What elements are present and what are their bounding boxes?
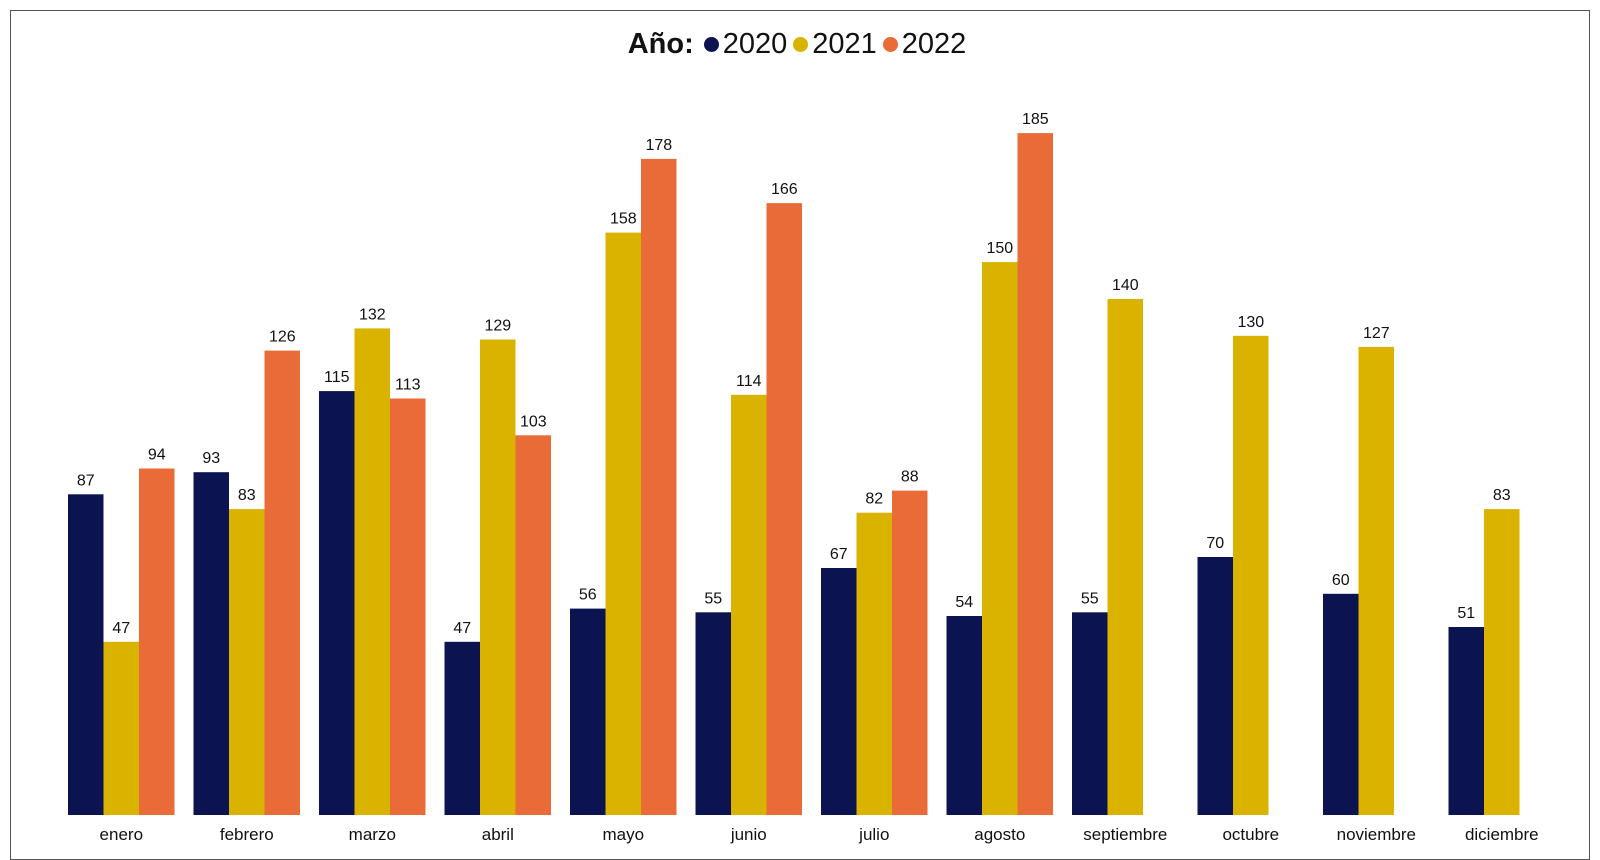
data-label-julio-2021: 82 [865, 491, 883, 508]
data-label-febrero-2021: 83 [238, 487, 256, 504]
data-label-mayo-2020: 56 [579, 587, 597, 604]
bar-septiembre-2021 [1107, 299, 1143, 815]
data-label-mayo-2021: 158 [610, 211, 637, 228]
legend-label-2022: 2022 [901, 27, 967, 60]
data-label-septiembre-2021: 140 [1112, 277, 1139, 294]
x-tick-label-julio: julio [858, 825, 889, 844]
data-label-septiembre-2020: 55 [1081, 590, 1099, 607]
bar-abril-2022 [515, 435, 551, 815]
data-label-diciembre-2021: 83 [1493, 487, 1511, 504]
x-tick-label-marzo: marzo [349, 825, 396, 844]
bar-junio-2022 [766, 203, 802, 816]
bar-agosto-2020 [946, 616, 982, 815]
bar-mayo-2020 [570, 608, 606, 815]
data-label-marzo-2022: 113 [395, 377, 421, 394]
bar-febrero-2021 [229, 509, 265, 815]
bar-mayo-2022 [641, 158, 677, 815]
x-tick-label-diciembre: diciembre [1465, 825, 1539, 844]
x-tick-label-febrero: febrero [220, 825, 274, 844]
data-label-octubre-2020: 70 [1206, 535, 1224, 552]
bar-agosto-2022 [1017, 133, 1053, 816]
x-tick-label-abril: abril [482, 825, 514, 844]
bar-marzo-2020 [319, 391, 355, 815]
data-label-febrero-2022: 126 [269, 329, 296, 346]
data-label-agosto-2020: 54 [955, 594, 973, 611]
bar-noviembre-2021 [1358, 346, 1394, 815]
data-label-noviembre-2021: 127 [1363, 325, 1390, 342]
x-tick-label-octubre: octubre [1222, 825, 1279, 844]
legend-label-2020: 2020 [722, 27, 788, 60]
data-label-enero-2020: 87 [77, 472, 95, 489]
bar-julio-2021 [856, 512, 892, 815]
bar-julio-2020 [821, 568, 857, 815]
bar-diciembre-2020 [1448, 627, 1484, 815]
data-label-enero-2022: 94 [148, 447, 166, 464]
bar-noviembre-2020 [1323, 593, 1359, 815]
bar-septiembre-2020 [1072, 612, 1108, 815]
x-tick-label-junio: junio [730, 825, 767, 844]
bar-enero-2022 [139, 468, 175, 815]
legend-item-2021: 2021 [793, 28, 877, 61]
legend: Año: 2020 2021 2022 [0, 24, 1600, 64]
bar-junio-2020 [695, 612, 731, 815]
bar-abril-2021 [480, 339, 516, 815]
legend-item-2022: 2022 [882, 27, 967, 61]
bar-junio-2021 [731, 394, 767, 815]
legend-item-2020: 2020 [703, 27, 788, 61]
bar-febrero-2020 [193, 472, 229, 815]
data-label-noviembre-2020: 60 [1332, 572, 1350, 589]
data-label-mayo-2022: 178 [645, 137, 672, 154]
data-label-marzo-2020: 115 [324, 369, 350, 386]
data-label-junio-2020: 55 [704, 590, 722, 607]
bar-marzo-2022 [390, 398, 426, 815]
bar-octubre-2020 [1197, 557, 1233, 815]
legend-marker-2021 [793, 36, 809, 52]
bar-marzo-2021 [354, 328, 390, 815]
data-label-agosto-2021: 150 [986, 240, 1013, 257]
data-label-abril-2021: 129 [484, 318, 511, 335]
legend-label-2021: 2021 [812, 27, 877, 60]
x-tick-label-enero: enero [100, 825, 143, 844]
data-label-abril-2020: 47 [453, 620, 471, 637]
legend-title: Año: [627, 27, 694, 60]
legend-marker-2020 [703, 36, 719, 52]
data-label-marzo-2021: 132 [359, 306, 386, 323]
data-label-abril-2022: 103 [520, 413, 547, 430]
data-label-agosto-2022: 185 [1022, 111, 1049, 128]
x-tick-label-mayo: mayo [603, 825, 645, 844]
data-label-junio-2022: 166 [771, 181, 798, 198]
legend-marker-2022 [882, 36, 898, 52]
data-label-enero-2021: 47 [112, 620, 130, 637]
bar-mayo-2021 [605, 232, 641, 816]
data-label-julio-2020: 67 [830, 546, 848, 563]
bar-octubre-2021 [1233, 335, 1269, 815]
data-label-febrero-2020: 93 [202, 450, 220, 467]
data-label-octubre-2021: 130 [1237, 314, 1264, 331]
bar-abril-2020 [444, 641, 480, 815]
data-label-junio-2021: 114 [736, 373, 762, 390]
data-label-julio-2022: 88 [901, 469, 919, 486]
bar-enero-2021 [103, 641, 139, 815]
x-tick-label-agosto: agosto [974, 825, 1025, 844]
bar-julio-2022 [892, 490, 928, 815]
bar-agosto-2021 [982, 262, 1018, 816]
x-tick-label-noviembre: noviembre [1337, 825, 1416, 844]
bar-febrero-2022 [264, 350, 300, 815]
data-label-diciembre-2020: 51 [1457, 605, 1475, 622]
bar-enero-2020 [68, 494, 104, 815]
bar-diciembre-2021 [1484, 509, 1520, 815]
x-tick-label-septiembre: septiembre [1083, 825, 1167, 844]
